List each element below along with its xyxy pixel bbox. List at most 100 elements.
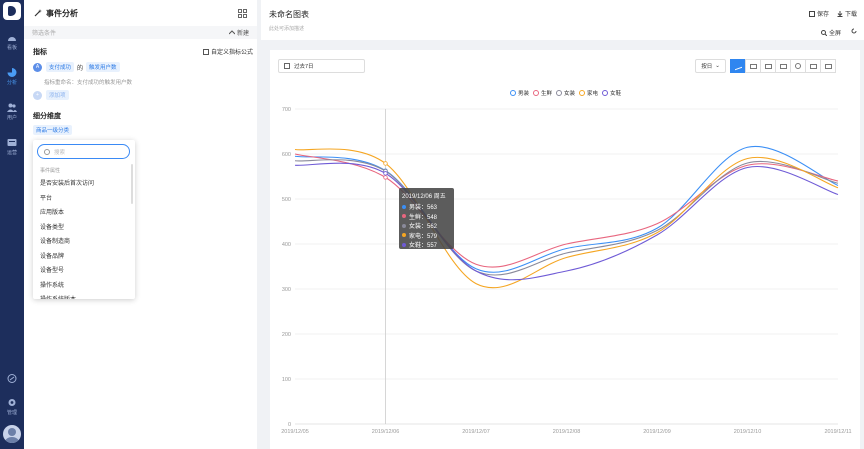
add-chip[interactable]: 添加项: [46, 90, 69, 100]
tooltip-value: 男装：563: [409, 205, 438, 212]
line-chart: 0 100 200 300 400 500 600 700 2019/12/05 2019/12/…: [281, 107, 851, 435]
legend-dot: [579, 90, 586, 96]
custom-formula-button[interactable]: 自定义指标公式: [203, 47, 253, 56]
legend-label: 家电: [587, 91, 599, 97]
tooltip-row: 生鲜：548: [402, 212, 451, 222]
legend-item[interactable]: 女装: [556, 89, 575, 97]
tooltip-value: 家电：579: [409, 233, 438, 240]
save-label: 保存: [817, 12, 830, 18]
breakdown-row: 商品一级分类: [33, 125, 73, 135]
nav-item-dashboard[interactable]: 看板: [0, 33, 24, 61]
add-metric-row[interactable]: + 添加项: [33, 90, 69, 100]
new-button[interactable]: 新建: [228, 28, 249, 37]
date-range-picker[interactable]: 过去7日: [278, 59, 365, 73]
tooltip-dot: [402, 214, 406, 219]
granularity-select[interactable]: 按日 ⌄: [695, 59, 726, 73]
nav-item-label: 运营: [6, 150, 17, 156]
dropdown-scrollbar[interactable]: [131, 164, 133, 204]
dropdown-item[interactable]: 设备型号: [40, 268, 65, 274]
fullscreen-button[interactable]: 全屏: [821, 28, 841, 37]
dropdown-item[interactable]: 操作系统: [40, 282, 65, 289]
dropdown-item[interactable]: 设备类型: [40, 224, 65, 231]
y-tick-label: 600: [282, 152, 291, 158]
breakdown-chip-label: 商品一级分类: [36, 128, 70, 134]
dropdown-item[interactable]: 操作系统版本: [40, 294, 76, 299]
metric-rename[interactable]: 指标重命名：支付成功的触发用户数: [44, 80, 133, 86]
nav-item-label: 分析: [6, 80, 17, 86]
nav-item-users[interactable]: 用户: [0, 103, 24, 131]
app-logo-icon[interactable]: [3, 2, 21, 20]
metric-badge: A: [33, 62, 42, 72]
legend-item[interactable]: 家电: [579, 89, 598, 97]
x-tick-label: 2019/12/08: [553, 429, 581, 435]
search-icon: [44, 148, 50, 155]
chart-tooltip: 2019/12/06 周五 男装：563 生鲜：548 女装：562 家电：579 女鞋…: [399, 188, 454, 249]
tooltip-dot: [402, 242, 406, 247]
chart-legend: 男装 生鲜 女装 家电 女鞋: [510, 89, 625, 97]
x-tick-label: 2019/12/10: [734, 429, 762, 435]
dropdown-group-label: 事件属性: [40, 168, 61, 174]
y-tick-label: 300: [282, 287, 291, 293]
legend-item[interactable]: 生鲜: [533, 89, 552, 97]
y-tick-label: 500: [282, 197, 291, 203]
calendar-icon: [284, 63, 290, 69]
nav-item-analysis[interactable]: 分析: [0, 68, 24, 96]
measure-chip[interactable]: 触发用户数: [86, 62, 120, 72]
legend-dot: [533, 90, 540, 96]
settings-icon: [8, 399, 16, 406]
custom-formula-label: 自定义指标公式: [211, 50, 254, 56]
new-label: 新建: [236, 31, 249, 37]
data-point: [383, 175, 388, 180]
chart-name[interactable]: 未命名图表: [269, 10, 309, 19]
tooltip-row: 女鞋：557: [402, 240, 451, 250]
event-chip[interactable]: 支付成功: [46, 62, 75, 72]
nav-rail: 看板 分析 用户 运营 管理: [0, 0, 24, 449]
table-icon[interactable]: [820, 59, 836, 73]
legend-dot: [556, 90, 563, 96]
legend-item[interactable]: 男装: [510, 89, 529, 97]
panel-header: 事件分析: [24, 0, 257, 26]
download-button[interactable]: 下载: [837, 9, 857, 18]
dropdown-item[interactable]: 是否安装后首次访问: [40, 181, 95, 187]
save-icon: [809, 10, 815, 17]
y-tick-label: 100: [282, 377, 291, 383]
tooltip-row: 家电：579: [402, 231, 451, 241]
chart-header: 未命名图表 此处可添加描述 保存 下载 全屏: [261, 0, 864, 40]
nav-item-settings[interactable]: 管理: [0, 398, 24, 426]
metric-row: A 支付成功 的 触发用户数: [33, 62, 120, 72]
operations-icon: [7, 139, 17, 146]
nav-item-operations[interactable]: 运营: [0, 138, 24, 166]
search-input[interactable]: 搜索: [37, 144, 130, 159]
dropdown-item[interactable]: 设备品牌: [40, 253, 65, 260]
legend-item[interactable]: 女鞋: [602, 89, 621, 97]
breakdown-chip[interactable]: 商品一级分类: [33, 125, 73, 135]
data-point: [383, 161, 388, 166]
legend-dot: [602, 90, 609, 96]
dropdown-item[interactable]: 应用版本: [40, 210, 65, 216]
nav-item-link[interactable]: [0, 374, 24, 402]
refresh-button[interactable]: [851, 28, 859, 34]
download-icon: [837, 10, 843, 17]
chart-type-switcher: [730, 59, 836, 73]
chevron-down-icon: ⌄: [715, 63, 720, 69]
filter-bar[interactable]: 筛选条件 新建: [24, 26, 257, 39]
avatar[interactable]: [3, 425, 21, 443]
tooltip-value: 生鲜：548: [409, 214, 438, 221]
data-point: [383, 171, 388, 176]
tooltip-dot: [402, 223, 406, 228]
x-tick-label: 2019/12/07: [462, 429, 490, 435]
search-zoom-icon: [821, 29, 827, 36]
dropdown-item[interactable]: 平台: [40, 195, 53, 202]
y-tick-label: 0: [288, 422, 291, 428]
legend-label: 女装: [564, 91, 576, 97]
dropdown-item[interactable]: 设备制造商: [40, 239, 71, 245]
link-icon: [7, 374, 17, 383]
chart-description[interactable]: 此处可添加描述: [269, 26, 305, 32]
magic-wand-icon: [34, 9, 42, 17]
grid-icon[interactable]: [238, 8, 247, 18]
save-button[interactable]: 保存: [809, 9, 829, 18]
series-line: [294, 162, 839, 281]
fullscreen-label: 全屏: [829, 31, 842, 37]
date-range-label: 过去7日: [294, 64, 314, 70]
formula-icon: [203, 48, 209, 55]
